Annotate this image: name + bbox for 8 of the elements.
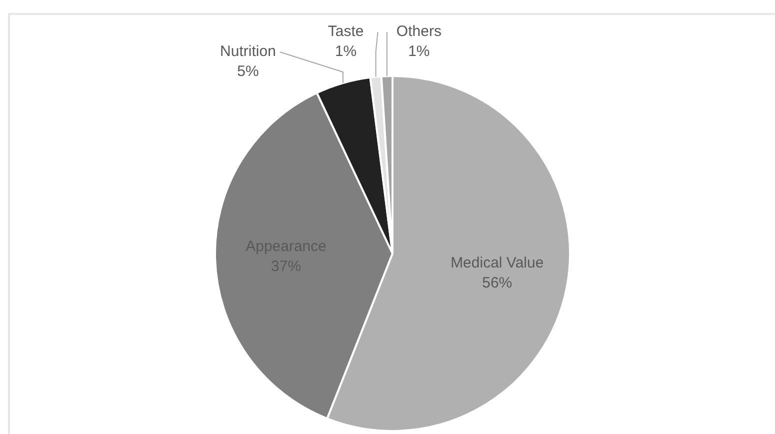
data-label: 1% — [408, 43, 430, 60]
data-label: 56% — [482, 274, 512, 292]
data-label: 5% — [237, 63, 259, 80]
slice-label: Nutrition — [220, 43, 276, 60]
data-label: 1% — [334, 43, 357, 60]
slice-label: Medical Value — [450, 254, 544, 272]
slice-label: Others — [396, 23, 442, 40]
slice-label: Taste — [328, 23, 364, 40]
